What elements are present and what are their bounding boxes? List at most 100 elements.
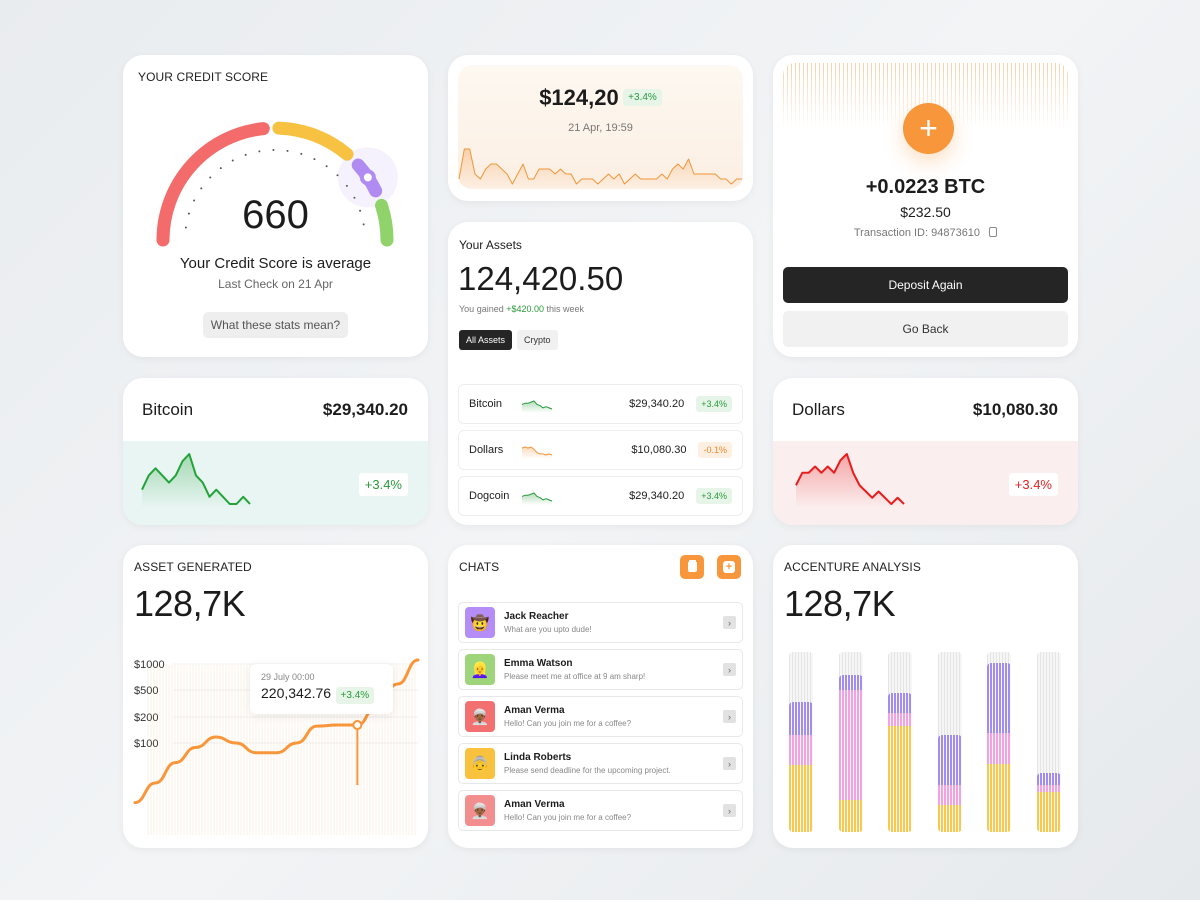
asset-row[interactable]: Dogcoin $29,340.20 +3.4% (458, 476, 743, 516)
bitcoin-sparkline (141, 453, 251, 508)
credit-gauge (156, 121, 398, 247)
gauge-arc-yellow (272, 121, 354, 161)
gauge-tick (336, 174, 339, 177)
asset-generated-value: 128,7K (134, 583, 246, 624)
gain-suffix: this week (544, 304, 585, 314)
chat-item[interactable]: 👳🏾‍♂️ Aman Verma Hello! Can you join me fo… (458, 696, 743, 737)
price-card: $124,20 +3.4% 21 Apr, 19:59 (448, 55, 753, 201)
tab-all-assets[interactable]: All Assets (459, 330, 513, 350)
chevron-right-icon[interactable]: › (723, 757, 736, 770)
chat-name: Jack Reacher (504, 611, 569, 622)
transaction-id: Transaction ID: 94873610 (853, 227, 981, 239)
avatar: 👱‍♀️ (465, 654, 495, 685)
chat-message: Please meet me at office at 9 am sharp! (504, 672, 646, 681)
asset-sparkline (521, 446, 553, 459)
btc-amount: +0.0223 BTC (865, 176, 986, 198)
highlight-point[interactable] (352, 720, 363, 731)
sparkline-line (141, 453, 251, 505)
deposit-again-button[interactable]: Deposit Again (783, 267, 1068, 303)
assets-title: Your Assets (459, 238, 522, 252)
sparkline-line (795, 453, 905, 505)
asset-value: $29,340.20 (629, 490, 685, 502)
chevron-right-icon[interactable]: › (723, 663, 736, 676)
bar-segment (987, 662, 1012, 733)
gauge-tick (209, 176, 212, 179)
sparkline-area (522, 401, 552, 413)
gauge-tick (353, 196, 356, 199)
dollars-card: Dollars $10,080.30 +3.4% (773, 378, 1078, 525)
asset-generated-card: ASSET GENERATED 128,7K $1000 $500 $200 $100… (123, 545, 428, 848)
gauge-tick (300, 152, 303, 155)
asset-name: Dollars (469, 444, 504, 456)
deposit-card: + +0.0223 BTC $232.50 Transaction ID: 94… (773, 55, 1078, 357)
delete-button[interactable] (680, 555, 704, 579)
bitcoin-value: $29,340.20 (322, 400, 408, 419)
chat-message: Please send deadline for the upcoming pr… (504, 766, 671, 775)
y-tick-label: $1000 (134, 659, 165, 671)
go-back-button[interactable]: Go Back (783, 311, 1068, 347)
bitcoin-label: Bitcoin (142, 400, 194, 419)
chevron-right-icon[interactable]: › (723, 804, 736, 817)
gauge-tick (325, 165, 328, 168)
chat-item[interactable]: 👵 Linda Roberts Please send deadline for t… (458, 743, 743, 784)
y-tick-label: $200 (134, 712, 158, 724)
sparkline-area (142, 454, 250, 508)
sparkline-line (458, 148, 742, 185)
gauge-tick (193, 199, 196, 202)
last-check: Last Check on 21 Apr (218, 277, 333, 291)
chats-card: CHATS + 🤠 Jack Reacher What are you upto d… (448, 545, 753, 848)
add-chat-icon: + (723, 561, 735, 573)
gauge-tick (359, 209, 362, 212)
stacked-bar (987, 652, 1012, 832)
chevron-right-icon[interactable]: › (723, 616, 736, 629)
gauge-arc-green (375, 198, 394, 247)
gauge-knob[interactable] (359, 169, 376, 186)
bar-segment (1037, 772, 1061, 786)
tab-crypto[interactable]: Crypto (517, 330, 558, 350)
card-title: ACCENTURE ANALYSIS (784, 560, 921, 574)
gauge-tick (286, 149, 289, 152)
tooltip-change: +3.4% (335, 687, 375, 704)
dollars-value: $10,080.30 (972, 400, 1058, 419)
bar-segment (987, 763, 1012, 832)
new-chat-button[interactable]: + (717, 555, 741, 579)
credit-status: Your Credit Score is average (179, 255, 372, 272)
stacked-bar (789, 652, 813, 832)
chart-tooltip: 29 July 00:00 220,342.76 +3.4% (250, 664, 393, 714)
bar-segment (888, 725, 913, 832)
chat-name: Aman Verma (504, 705, 565, 716)
chat-message: What are you upto dude! (504, 625, 592, 634)
price-value: $124,20 (539, 85, 619, 110)
chat-name: Linda Roberts (504, 752, 572, 763)
bar-segment (838, 799, 863, 832)
stacked-bar (1037, 652, 1061, 832)
sparkline-line (521, 400, 553, 410)
accenture-value: 128,7K (784, 583, 896, 624)
price-time: 21 Apr, 19:59 (568, 122, 633, 134)
sparkline-area (522, 493, 552, 505)
gain-amount: +$420.00 (506, 304, 545, 314)
stats-info-button[interactable]: What these stats mean? (202, 312, 349, 338)
bar-segment (937, 785, 962, 805)
chat-item[interactable]: 👱‍♀️ Emma Watson Please meet me at office … (458, 649, 743, 690)
sparkline-area (796, 454, 904, 508)
asset-row[interactable]: Dollars $10,080.30 -0.1% (458, 430, 743, 470)
assets-total-decimal: .50 (577, 260, 624, 297)
gauge-tick (187, 212, 190, 215)
asset-row[interactable]: Bitcoin $29,340.20 +3.4% (458, 384, 743, 424)
asset-sparkline (521, 492, 553, 505)
credit-score-value: 660 (242, 193, 309, 237)
chat-item[interactable]: 👳🏾‍♂️ Aman Verma Hello! Can you join me fo… (458, 790, 743, 831)
price-sparkline (458, 148, 742, 188)
gauge-tick (258, 150, 261, 153)
bar-segment (789, 734, 813, 766)
copy-icon[interactable] (989, 227, 998, 237)
gauge-tick (219, 167, 222, 170)
usd-amount: $232.50 (900, 204, 951, 220)
gauge-tick (345, 184, 348, 187)
asset-value: $29,340.20 (629, 398, 685, 410)
chat-item[interactable]: 🤠 Jack Reacher What are you upto dude! › (458, 602, 743, 643)
sparkline-line (521, 492, 553, 502)
chevron-right-icon[interactable]: › (723, 710, 736, 723)
asset-sparkline (521, 400, 553, 413)
